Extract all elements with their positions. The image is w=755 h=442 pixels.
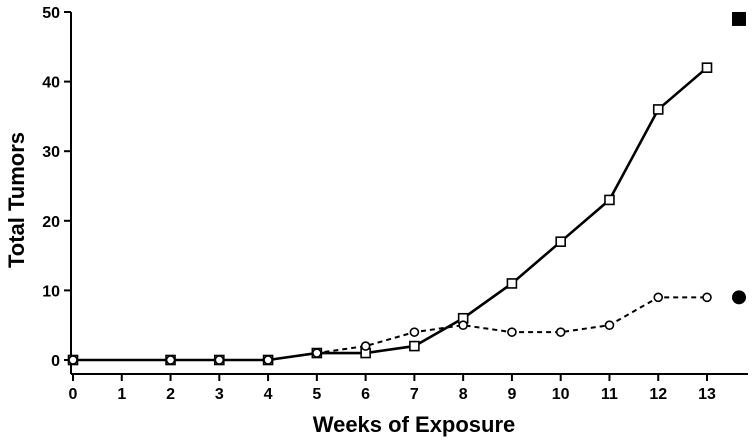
circle-point [653, 292, 664, 303]
circle-point [263, 355, 273, 365]
x-tick-label: 13 [698, 386, 716, 403]
axes [64, 11, 748, 381]
circle-point [312, 348, 322, 358]
x-tick-label: 10 [552, 386, 570, 403]
x-tick-label: 6 [361, 386, 370, 403]
x-tick-label: 0 [69, 386, 78, 403]
y-tick-label: 20 [42, 214, 60, 231]
y-tick-label: 50 [42, 5, 60, 22]
circle-point [507, 327, 517, 337]
circle-point [702, 292, 712, 303]
square-point [506, 278, 518, 289]
square-point [409, 340, 420, 352]
x-tick-label: 8 [459, 386, 468, 403]
filled-square-marker [732, 11, 746, 26]
series [67, 62, 713, 366]
x-tick-label: 12 [649, 386, 667, 403]
x-tick-label: 11 [601, 386, 618, 403]
x-tick-label: 7 [410, 386, 419, 403]
circle-point [214, 355, 225, 365]
circle-point [458, 320, 468, 331]
x-axis-title: Weeks of Exposure [313, 412, 516, 437]
square-point [555, 236, 566, 247]
y-tick-label: 40 [42, 75, 60, 92]
square-point [604, 194, 615, 206]
circle-point [165, 355, 176, 365]
circle-point [555, 327, 566, 337]
square-point [652, 104, 664, 115]
x-tick-label: 2 [166, 386, 175, 403]
circle-point [68, 355, 78, 365]
y-axis-title: Total Tumors [4, 132, 29, 268]
x-tick-label: 1 [117, 386, 126, 403]
circle-point [360, 341, 371, 351]
x-tick-label: 3 [215, 386, 224, 403]
y-tick-label: 30 [42, 144, 60, 161]
circle-point [604, 320, 615, 331]
x-tick-label: 4 [264, 386, 273, 403]
y-tick-label: 10 [42, 283, 60, 300]
series-line-square [73, 66, 708, 362]
x-tick-label: 5 [312, 386, 321, 403]
filled-circle-marker [732, 290, 746, 305]
y-tick-label: 0 [51, 353, 60, 370]
circle-point [409, 327, 420, 337]
end-markers [732, 11, 746, 305]
x-tick-label: 9 [507, 386, 516, 403]
square-point [701, 62, 713, 73]
